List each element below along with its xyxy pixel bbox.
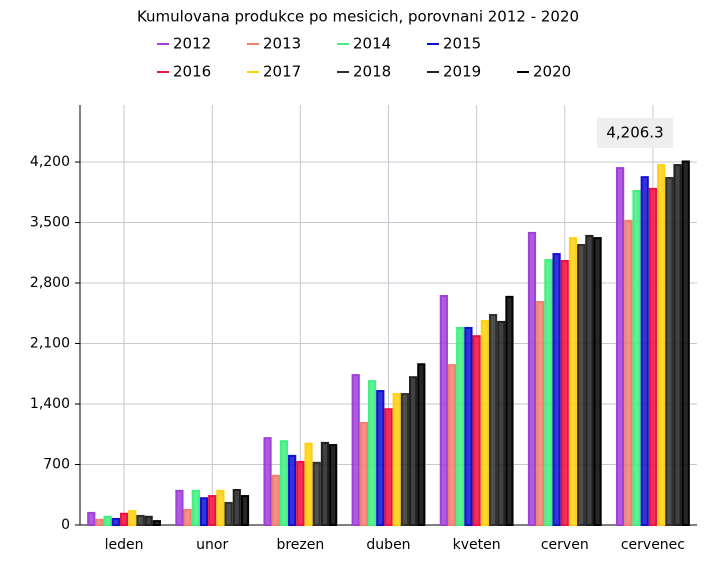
- bar: [657, 164, 666, 526]
- bar: [673, 164, 682, 526]
- bar: [271, 474, 280, 527]
- bar: [497, 320, 506, 526]
- bar: [296, 460, 305, 526]
- bar: [191, 489, 200, 526]
- bar: [624, 219, 633, 527]
- x-tick-label: brezen: [276, 537, 324, 553]
- bar: [577, 244, 586, 526]
- legend-label: 2018: [353, 63, 391, 81]
- y-tick-label: 2,100: [30, 336, 70, 352]
- y-tick-label: 3,500: [30, 215, 70, 231]
- bar: [359, 422, 368, 526]
- bar: [208, 495, 217, 526]
- bar: [392, 393, 401, 526]
- bar: [648, 187, 658, 527]
- bar: [128, 510, 137, 527]
- bar: [376, 390, 385, 526]
- bar: [480, 320, 489, 526]
- bar: [95, 518, 104, 527]
- bar: [288, 454, 297, 526]
- bar: [488, 314, 498, 526]
- y-tick-label: 1,400: [30, 396, 70, 412]
- bar: [585, 234, 594, 526]
- bar: [183, 508, 192, 527]
- bar: [279, 440, 289, 527]
- legend-label: 2014: [353, 35, 391, 53]
- bar: [616, 167, 625, 526]
- bar: [320, 441, 330, 527]
- bar: [464, 326, 473, 526]
- bar: [560, 259, 569, 526]
- bar: [103, 515, 112, 526]
- legend-label: 2013: [263, 35, 301, 53]
- legend-label: 2019: [443, 63, 481, 81]
- legend-label: 2012: [173, 35, 211, 53]
- y-tick-label: 0: [61, 517, 70, 533]
- legend-label: 2020: [533, 63, 571, 81]
- bar: [409, 376, 418, 526]
- annotation-box: [597, 118, 673, 148]
- legend-label: 2016: [173, 63, 211, 81]
- bar: [447, 364, 457, 526]
- bar: [175, 489, 184, 526]
- chart-title: Kumulovana produkce po mesicich, porovna…: [137, 8, 579, 26]
- x-tick-label: cerven: [541, 537, 589, 553]
- bar: [544, 259, 553, 526]
- bar: [152, 520, 161, 526]
- bar: [111, 517, 120, 527]
- bar: [312, 461, 321, 526]
- bar: [216, 489, 225, 526]
- x-tick-label: kveten: [453, 537, 501, 553]
- x-tick-label: duben: [366, 537, 410, 553]
- bar: [232, 489, 241, 526]
- y-tick-label: 2,800: [30, 275, 70, 291]
- bar: [593, 237, 602, 526]
- x-tick-label: unor: [196, 537, 228, 553]
- bar: [681, 160, 690, 527]
- legend-label: 2015: [443, 35, 481, 53]
- bar: [304, 442, 313, 527]
- legend-label: 2017: [263, 63, 301, 81]
- y-tick-label: 4,200: [30, 154, 70, 170]
- bar: [384, 408, 393, 527]
- bar: [136, 514, 145, 526]
- bar: [240, 495, 250, 526]
- x-tick-label: leden: [105, 537, 144, 553]
- bar: [224, 501, 233, 526]
- bar: [263, 437, 272, 527]
- bar: [400, 393, 409, 526]
- bar: [640, 176, 649, 526]
- bar: [472, 335, 481, 527]
- annotation: 4,206.3: [606, 124, 663, 142]
- bar: [552, 253, 561, 527]
- bar: [119, 512, 129, 527]
- bar: [568, 237, 578, 526]
- bar: [456, 326, 465, 526]
- x-tick-label: cervenec: [621, 537, 685, 553]
- bar: [87, 511, 96, 527]
- bar: [439, 294, 448, 526]
- bar: [527, 231, 537, 526]
- bar: [329, 444, 338, 527]
- bar: [505, 295, 514, 526]
- bar: [665, 177, 674, 526]
- bar: [536, 301, 545, 527]
- bar: [199, 497, 209, 526]
- bar: [632, 189, 641, 527]
- y-tick-label: 700: [43, 457, 70, 473]
- bar: [351, 374, 360, 527]
- bar: [144, 515, 153, 526]
- bar: [417, 363, 426, 526]
- bar: [368, 380, 377, 526]
